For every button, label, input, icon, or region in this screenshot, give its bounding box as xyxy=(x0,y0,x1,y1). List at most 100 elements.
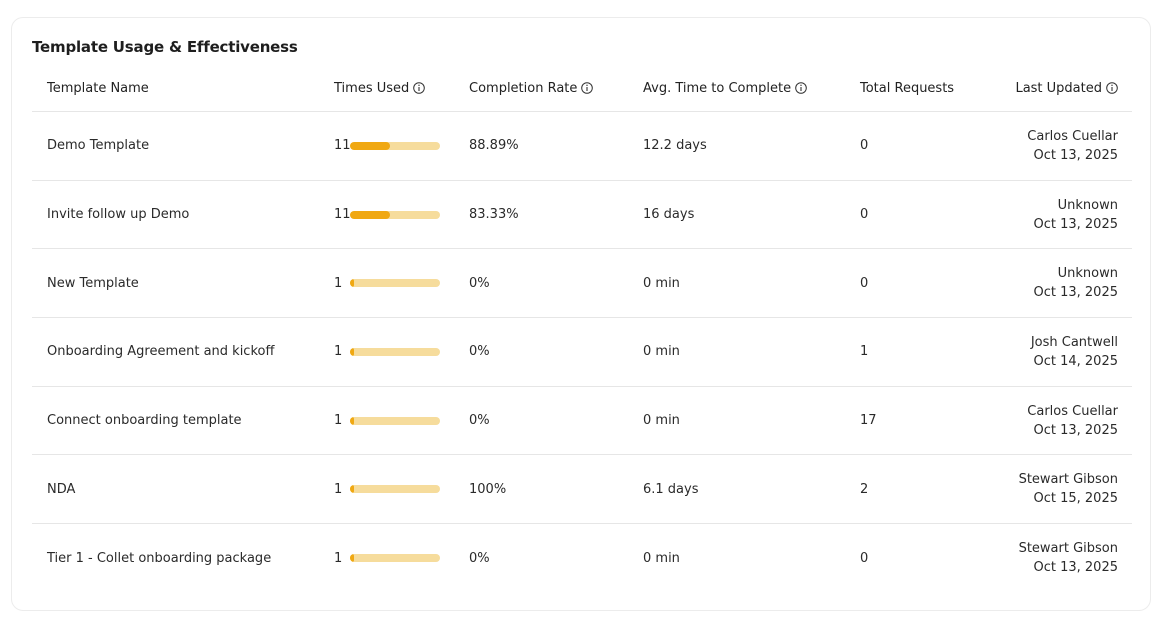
completion-rate-value: 0% xyxy=(469,550,490,566)
last-updated-cell: Stewart Gibson Oct 13, 2025 xyxy=(1019,524,1118,593)
updated-date: Oct 13, 2025 xyxy=(1033,147,1119,163)
header-avg-time[interactable]: Avg. Time to Complete xyxy=(643,64,807,112)
table-row[interactable]: Demo Template 11 88.89% 12.2 days 0 Carl… xyxy=(32,112,1132,181)
info-icon[interactable] xyxy=(795,82,807,94)
template-name: Tier 1 - Collet onboarding package xyxy=(47,550,272,566)
total-requests-cell: 2 xyxy=(860,455,868,523)
avg-time-cell: 0 min xyxy=(643,524,680,593)
times-used-bar-fill xyxy=(350,347,354,356)
header-times-used[interactable]: Times Used xyxy=(334,64,426,112)
table-body: Demo Template 11 88.89% 12.2 days 0 Carl… xyxy=(32,112,1132,593)
total-requests-cell: 0 xyxy=(860,249,868,317)
times-used-bar-fill xyxy=(350,485,354,494)
avg-time-value: 0 min xyxy=(643,275,680,291)
times-used-bar xyxy=(350,279,440,288)
total-requests-cell: 1 xyxy=(860,318,868,386)
header-avg-time-label: Avg. Time to Complete xyxy=(643,80,792,96)
header-total-requests[interactable]: Total Requests xyxy=(860,64,954,112)
table-row[interactable]: Invite follow up Demo 11 83.33% 16 days … xyxy=(32,181,1132,250)
updated-date: Oct 13, 2025 xyxy=(1033,285,1119,301)
template-name: Invite follow up Demo xyxy=(47,207,190,223)
times-used-bar-fill xyxy=(350,416,354,425)
avg-time-cell: 0 min xyxy=(643,387,680,455)
times-used-cell: 1 xyxy=(334,455,440,523)
times-used-bar xyxy=(350,347,440,356)
table-header: Template Name Times Used Completion Rate… xyxy=(32,64,1132,112)
table-row[interactable]: Tier 1 - Collet onboarding package 1 0% … xyxy=(32,524,1132,593)
table-row[interactable]: Onboarding Agreement and kickoff 1 0% 0 … xyxy=(32,318,1132,387)
info-icon[interactable] xyxy=(1106,82,1118,94)
template-usage-card: Template Usage & Effectiveness Template … xyxy=(11,17,1151,611)
info-icon[interactable] xyxy=(581,82,594,94)
header-template-name[interactable]: Template Name xyxy=(47,64,149,112)
template-name-cell: Demo Template xyxy=(47,112,149,180)
updated-date: Oct 14, 2025 xyxy=(1033,353,1119,369)
table-row[interactable]: New Template 1 0% 0 min 0 Unknown Oct 13… xyxy=(32,249,1132,319)
times-used-cell: 11 xyxy=(334,112,440,180)
total-requests-value: 17 xyxy=(860,413,877,429)
times-used-bar xyxy=(350,141,440,150)
times-used-bar xyxy=(350,416,440,425)
total-requests-value: 0 xyxy=(860,207,869,223)
table-row[interactable]: NDA 1 100% 6.1 days 2 Stewart Gibson Oct… xyxy=(32,455,1132,525)
completion-rate-cell: 100% xyxy=(469,455,506,523)
times-used-bar xyxy=(350,554,440,563)
avg-time-value: 6.1 days xyxy=(643,481,699,497)
card-title: Template Usage & Effectiveness xyxy=(32,38,298,56)
total-requests-value: 0 xyxy=(860,550,869,566)
updated-by: Stewart Gibson xyxy=(1018,541,1118,557)
times-used-cell: 1 xyxy=(334,524,440,593)
completion-rate-value: 0% xyxy=(469,275,490,291)
updated-by: Stewart Gibson xyxy=(1018,472,1118,488)
times-used-bar-fill xyxy=(350,210,390,219)
completion-rate-cell: 0% xyxy=(469,524,490,593)
times-used-value: 1 xyxy=(334,550,343,566)
avg-time-cell: 0 min xyxy=(643,249,680,317)
header-total-requests-label: Total Requests xyxy=(860,80,955,96)
header-completion-rate-label: Completion Rate xyxy=(469,80,578,96)
times-used-cell: 1 xyxy=(334,249,440,317)
updated-by: Unknown xyxy=(1057,266,1118,282)
header-template-name-label: Template Name xyxy=(47,80,149,96)
times-used-cell: 11 xyxy=(334,181,440,249)
completion-rate-value: 88.89% xyxy=(469,138,519,154)
last-updated-cell: Carlos Cuellar Oct 13, 2025 xyxy=(1027,112,1118,180)
template-name: Onboarding Agreement and kickoff xyxy=(47,344,275,360)
template-name-cell: Invite follow up Demo xyxy=(47,181,189,249)
completion-rate-cell: 88.89% xyxy=(469,112,519,180)
header-completion-rate[interactable]: Completion Rate xyxy=(469,64,594,112)
total-requests-cell: 0 xyxy=(860,181,868,249)
header-times-used-label: Times Used xyxy=(334,80,410,96)
times-used-value: 11 xyxy=(334,138,351,154)
total-requests-cell: 0 xyxy=(860,112,868,180)
total-requests-value: 0 xyxy=(860,275,869,291)
avg-time-cell: 6.1 days xyxy=(643,455,699,523)
times-used-bar-fill xyxy=(350,279,354,288)
template-name-cell: Connect onboarding template xyxy=(47,387,242,455)
total-requests-value: 0 xyxy=(860,138,869,154)
times-used-value: 1 xyxy=(334,275,343,291)
updated-date: Oct 13, 2025 xyxy=(1033,216,1119,232)
template-name: New Template xyxy=(47,275,139,291)
header-last-updated[interactable]: Last Updated xyxy=(1015,64,1118,112)
updated-by: Carlos Cuellar xyxy=(1027,403,1118,419)
updated-date: Oct 13, 2025 xyxy=(1033,422,1119,438)
times-used-value: 11 xyxy=(334,207,351,223)
template-name: Demo Template xyxy=(47,138,150,154)
avg-time-value: 0 min xyxy=(643,413,680,429)
last-updated-cell: Josh Cantwell Oct 14, 2025 xyxy=(1031,318,1118,386)
template-name-cell: NDA xyxy=(47,455,75,523)
template-name-cell: Tier 1 - Collet onboarding package xyxy=(47,524,271,593)
avg-time-cell: 12.2 days xyxy=(643,112,707,180)
avg-time-value: 0 min xyxy=(643,550,680,566)
total-requests-value: 1 xyxy=(860,344,869,360)
avg-time-value: 0 min xyxy=(643,344,680,360)
total-requests-value: 2 xyxy=(860,481,869,497)
avg-time-value: 16 days xyxy=(643,207,695,223)
info-icon[interactable] xyxy=(413,82,426,94)
avg-time-cell: 16 days xyxy=(643,181,694,249)
completion-rate-cell: 0% xyxy=(469,387,490,455)
times-used-bar-fill xyxy=(350,141,390,150)
times-used-value: 1 xyxy=(334,481,343,497)
table-row[interactable]: Connect onboarding template 1 0% 0 min 1… xyxy=(32,387,1132,456)
